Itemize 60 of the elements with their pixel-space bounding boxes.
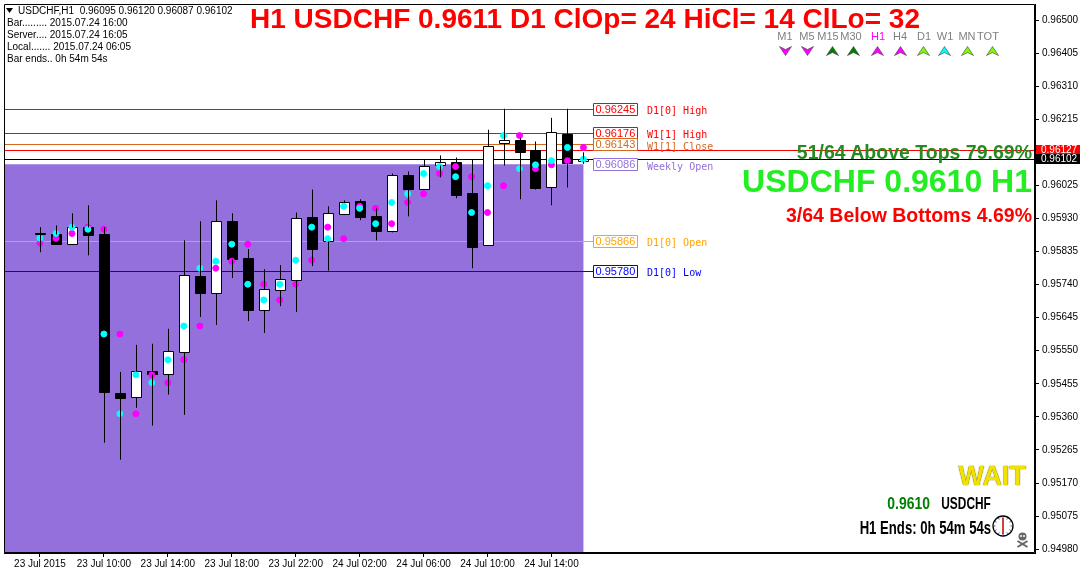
annotation: WAIT [958, 461, 1026, 491]
annotation: MN [958, 30, 976, 42]
x-tick-label: 23 Jul 18:00 [204, 557, 260, 569]
x-tick-label: 23 Jul 10:00 [76, 557, 132, 569]
annotation: W1 [936, 30, 954, 42]
annotation: TOT [977, 30, 999, 42]
annotation: 0.96176 [595, 127, 636, 140]
annotation: 0.9610 [887, 494, 930, 513]
annotation: Server.... 2015.07.24 16:05 [7, 29, 128, 40]
y-tick-label: 0.95075 [1042, 509, 1079, 521]
y-tick-label: 0.96405 [1042, 46, 1079, 58]
x-tick-label: 24 Jul 06:00 [396, 557, 452, 569]
ref-line-label: D1[0] High [647, 105, 708, 117]
y-tick-label: 0.96500 [1042, 13, 1079, 25]
x-tick-label: 24 Jul 10:00 [460, 557, 516, 569]
y-tick-label: 0.95455 [1042, 377, 1079, 389]
y-tick-label: 0.95360 [1042, 410, 1079, 422]
ref-line-label: W1[1] High [647, 129, 708, 141]
band-label: Weekly Open [647, 160, 714, 172]
x-tick-label: 24 Jul 02:00 [332, 557, 388, 569]
annotation: H1 [870, 30, 886, 42]
y-tick-label: 0.95835 [1042, 245, 1079, 257]
annotation: USDCHF 0.9610 H1 [742, 163, 1032, 199]
annotation: 0.96127 [1041, 144, 1078, 156]
annotation: D1 [916, 30, 932, 42]
annotation: USDCHF [941, 494, 991, 513]
y-tick-label: 0.95170 [1042, 476, 1079, 488]
y-tick-label: 0.96215 [1042, 112, 1079, 124]
y-tick-label: 0.96025 [1042, 179, 1079, 191]
annotation: H4 [892, 30, 908, 42]
y-tick-label: 0.95550 [1042, 344, 1079, 356]
annotation: 0.96245 [595, 103, 636, 116]
annotation: Bar ends.. 0h 54m 54s [7, 52, 108, 64]
ref-line-label: W1[1] Close [647, 140, 714, 152]
annotation: Local....... 2015.07.24 06:05 [7, 41, 131, 52]
annotation: M1 [777, 30, 793, 42]
annotation: Bar......... 2015.07.24 16:00 [7, 17, 128, 28]
x-tick-label: 23 Jul 22:00 [268, 557, 324, 569]
x-tick-label: 23 Jul 2015 [14, 557, 67, 569]
ref-line-label: D1[0] Low [647, 267, 703, 279]
annotation: M15 [817, 30, 839, 42]
y-tick-label: 0.95265 [1042, 443, 1079, 455]
annotation: H1 Ends: 0h 54m 54s [859, 517, 991, 538]
x-tick-label: 24 Jul 14:00 [524, 557, 580, 569]
y-tick-label: 0.95930 [1042, 212, 1079, 224]
y-tick-label: 0.96310 [1042, 79, 1079, 91]
x-tick-label: 23 Jul 14:00 [140, 557, 196, 569]
annotation: 0.95780 [595, 265, 636, 278]
annotation: 3/64 Below Bottoms 4.69% [786, 203, 1032, 226]
annotation: 0.96143 [595, 138, 636, 151]
annotation: 0.95866 [595, 235, 636, 248]
annotation: 0.96102 [1041, 153, 1078, 165]
y-tick-label: 0.95645 [1042, 311, 1079, 323]
annotation: M5 [799, 30, 815, 42]
y-tick-label: 0.94980 [1042, 542, 1079, 554]
annotation: 0.96086 [595, 158, 636, 171]
ref-line-label: D1[0] Open [647, 237, 708, 249]
y-tick-label: 0.95740 [1042, 278, 1079, 290]
annotation: M30 [840, 30, 862, 42]
annotation: USDCHF,H1 0.96095 0.96120 0.96087 0.96102 [18, 5, 233, 16]
